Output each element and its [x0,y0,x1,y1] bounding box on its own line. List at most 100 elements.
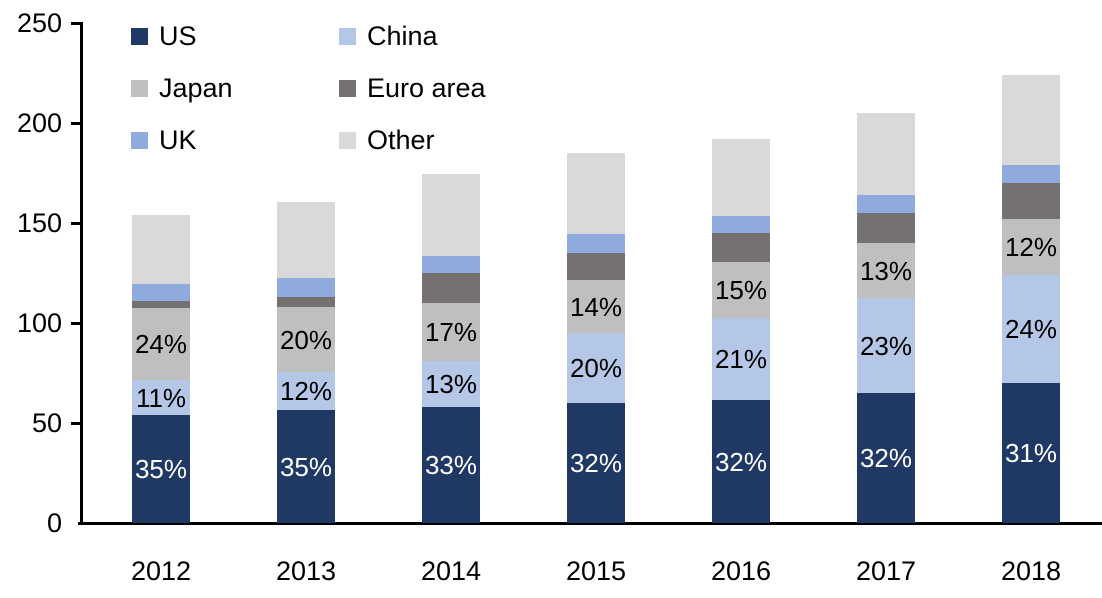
bar-segment-label: 33% [424,450,478,480]
bar-segment-label: 21% [714,344,768,374]
x-tick-label: 2017 [855,556,917,586]
legend-swatch-icon [131,80,148,97]
bar-segment-uk-2015 [567,234,625,253]
bar-segment-euro-area-2018 [1002,183,1060,219]
bar-segment-china-2015 [567,333,625,403]
bar-segment-other-2012 [132,215,190,284]
y-tick-label: 200 [16,108,62,138]
bar-segment-us-2013 [277,410,335,523]
bar-segment-japan-2018 [1002,219,1060,275]
bar-segment-japan-2013 [277,307,335,372]
bar-segment-us-2016 [712,400,770,523]
y-tick-label: 150 [16,208,62,238]
bar-segment-label: 12% [279,376,333,406]
bar-segment-japan-2017 [857,243,915,298]
legend-label: Other [367,125,435,155]
legend-label: China [367,21,438,51]
y-axis-tick [71,322,80,325]
bar-segment-us-2014 [422,407,480,523]
bar-segment-japan-2014 [422,303,480,361]
y-tick-label: 250 [16,8,62,38]
bar-segment-label: 13% [859,255,913,286]
bar-segment-japan-2016 [712,262,770,318]
legend-swatch-icon [339,80,356,97]
bar-segment-label: 32% [569,448,623,478]
y-tick-label: 0 [46,508,62,538]
bar-segment-other-2014 [422,174,480,256]
legend-label: US [159,21,197,51]
bar-segment-uk-2012 [132,284,190,301]
bar-segment-other-2017 [857,113,915,195]
bar-segment-label: 12% [1004,232,1058,262]
bar-segment-label: 32% [859,443,913,473]
bar-segment-other-2015 [567,153,625,234]
x-tick-label: 2015 [565,556,627,586]
bar-segment-uk-2017 [857,195,915,213]
legend-item-us: US [131,21,339,51]
legend-item-japan: Japan [131,73,339,103]
bar-segment-label: 15% [714,275,768,305]
bar-segment-other-2013 [277,202,335,278]
bar-segment-euro-area-2015 [567,253,625,280]
y-tick-label: 50 [31,408,62,438]
bar-segment-label: 17% [424,317,478,347]
bar-segment-euro-area-2012 [132,301,190,308]
y-axis-line [80,22,83,525]
bar-segment-label: 24% [134,329,188,359]
bar-segment-other-2018 [1002,75,1060,165]
legend: US China Japan Euro area UK Other [131,21,486,155]
bar-segment-other-2016 [712,139,770,216]
bar-segment-label: 11% [135,382,187,413]
bar-segment-uk-2016 [712,216,770,233]
bar-segment-euro-area-2017 [857,213,915,243]
legend-swatch-icon [131,132,148,149]
legend-label: Japan [159,73,233,103]
bar-segment-japan-2012 [132,308,190,380]
legend-item-other: Other [339,125,486,155]
legend-swatch-icon [339,132,356,149]
legend-item-china: China [339,21,486,51]
legend-label: Euro area [367,73,486,103]
bar-segment-us-2012 [132,415,190,523]
bar-segment-label: 20% [279,324,333,355]
bar-segment-label: 23% [859,330,913,361]
legend-swatch-icon [339,28,356,45]
bar-segment-us-2017 [857,393,915,523]
y-axis-tick [71,122,80,125]
bar-segment-label: 20% [569,353,623,383]
bar-segment-euro-area-2014 [422,273,480,303]
x-tick-label: 2018 [1000,556,1062,586]
bar-segment-label: 35% [279,451,333,482]
bar-segment-euro-area-2016 [712,233,770,262]
bar-segment-china-2013 [277,372,335,410]
legend-item-euro-area: Euro area [339,73,486,103]
legend-label: UK [159,125,197,155]
bar-segment-japan-2015 [567,280,625,333]
x-axis-line [78,522,1102,525]
bar-segment-china-2014 [422,361,480,407]
bar-segment-china-2016 [712,318,770,400]
bar-segment-label: 14% [569,291,623,322]
y-axis-tick [71,422,80,425]
bar-segment-us-2018 [1002,383,1060,523]
x-tick-label: 2016 [710,556,772,586]
bar-segment-label: 13% [424,369,478,399]
bar-segment-label: 32% [714,446,768,477]
legend-swatch-icon [131,28,148,45]
bar-segment-china-2012 [132,380,190,415]
bar-segment-uk-2013 [277,278,335,297]
x-tick-label: 2014 [420,556,482,586]
bar-segment-china-2017 [857,298,915,393]
x-tick-label: 2012 [130,556,192,586]
x-tick-label: 2013 [275,556,337,586]
y-tick-label: 100 [16,308,62,338]
y-axis-tick [71,222,80,225]
bar-segment-label: 31% [1004,438,1058,468]
bar-segment-uk-2014 [422,256,480,273]
y-axis-tick [71,22,80,25]
bar-segment-us-2015 [567,403,625,523]
bar-segment-china-2018 [1002,275,1060,383]
legend-item-uk: UK [131,125,339,155]
bar-segment-label: 24% [1004,314,1058,344]
